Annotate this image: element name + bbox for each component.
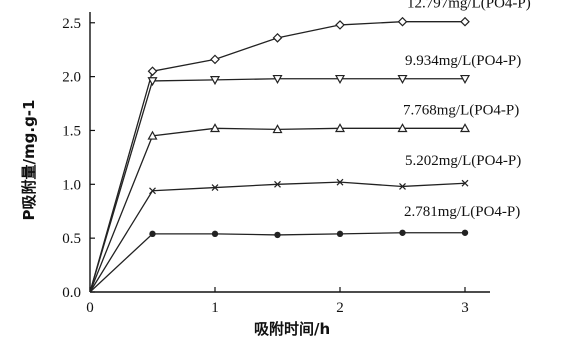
- data-point-dot: [211, 230, 219, 238]
- series-label: 5.202mg/L(PO4-P): [405, 153, 521, 169]
- series-2: [89, 74, 471, 293]
- data-point-dot: [461, 229, 469, 236]
- series-line: [89, 232, 465, 293]
- data-point-triangle-up: [459, 123, 471, 133]
- data-point-x: [211, 184, 219, 191]
- data-point-triangle-down: [459, 74, 471, 85]
- data-point-dot: [149, 230, 156, 238]
- series-label: 12.797mg/L(PO4-P): [407, 0, 531, 12]
- data-point-x: [336, 178, 344, 186]
- data-point-triangle-up: [397, 123, 408, 133]
- data-point-triangle-down: [209, 76, 221, 86]
- data-point-triangle-up: [334, 123, 346, 133]
- data-point-triangle-up: [272, 124, 283, 134]
- y-tick-label: 0.5: [62, 231, 81, 247]
- data-point-triangle-up: [209, 123, 221, 133]
- data-point-diamond: [272, 32, 283, 43]
- x-tick-label: 1: [211, 300, 219, 316]
- data-point-x: [461, 179, 469, 187]
- data-point-diamond: [335, 20, 345, 30]
- series-3: [89, 123, 471, 293]
- data-point-triangle-down: [397, 74, 408, 85]
- data-point-dot: [399, 229, 406, 236]
- data-point-triangle-down: [334, 74, 346, 85]
- series-label: 2.781mg/L(PO4-P): [404, 204, 520, 220]
- data-point-diamond: [210, 54, 220, 65]
- data-point-triangle-down: [272, 74, 283, 85]
- data-point-x: [399, 183, 406, 190]
- series-labels: 12.797mg/L(PO4-P) 9.934mg/L(PO4-P) 7.768mg…: [403, 0, 531, 220]
- y-tick-label: 2.5: [62, 16, 81, 32]
- y-tick-label: 0.0: [62, 285, 81, 301]
- x-tick-label: 2: [336, 300, 344, 316]
- y-tick-label: 1.0: [62, 177, 81, 193]
- data-point-x: [274, 180, 281, 188]
- axis-ticks: 0.0 0.5 1.0 1.5 2.0 2.5 0 1 2 3: [62, 16, 469, 316]
- data-point-diamond: [147, 66, 158, 77]
- series-label: 7.768mg/L(PO4-P): [403, 102, 519, 118]
- data-point-dot: [274, 231, 281, 239]
- series-4: [89, 178, 469, 293]
- series-5: [89, 229, 469, 293]
- data-point-diamond: [460, 16, 470, 27]
- series-1: [89, 16, 470, 293]
- data-point-x: [149, 187, 156, 195]
- data-point-dot: [336, 230, 344, 238]
- x-axis-title: 吸附时间/h: [254, 320, 330, 338]
- y-tick-label: 2.0: [62, 70, 81, 86]
- y-axis-title: P吸附量/mg.g-1: [20, 100, 38, 221]
- y-tick-label: 1.5: [62, 123, 81, 139]
- data-point-triangle-down: [147, 77, 158, 87]
- series-group: [89, 16, 471, 293]
- series-label: 9.934mg/L(PO4-P): [405, 53, 521, 69]
- data-point-triangle-up: [147, 130, 158, 140]
- data-point-diamond: [397, 16, 408, 27]
- x-tick-label: 3: [461, 300, 469, 316]
- x-tick-label: 0: [86, 300, 94, 316]
